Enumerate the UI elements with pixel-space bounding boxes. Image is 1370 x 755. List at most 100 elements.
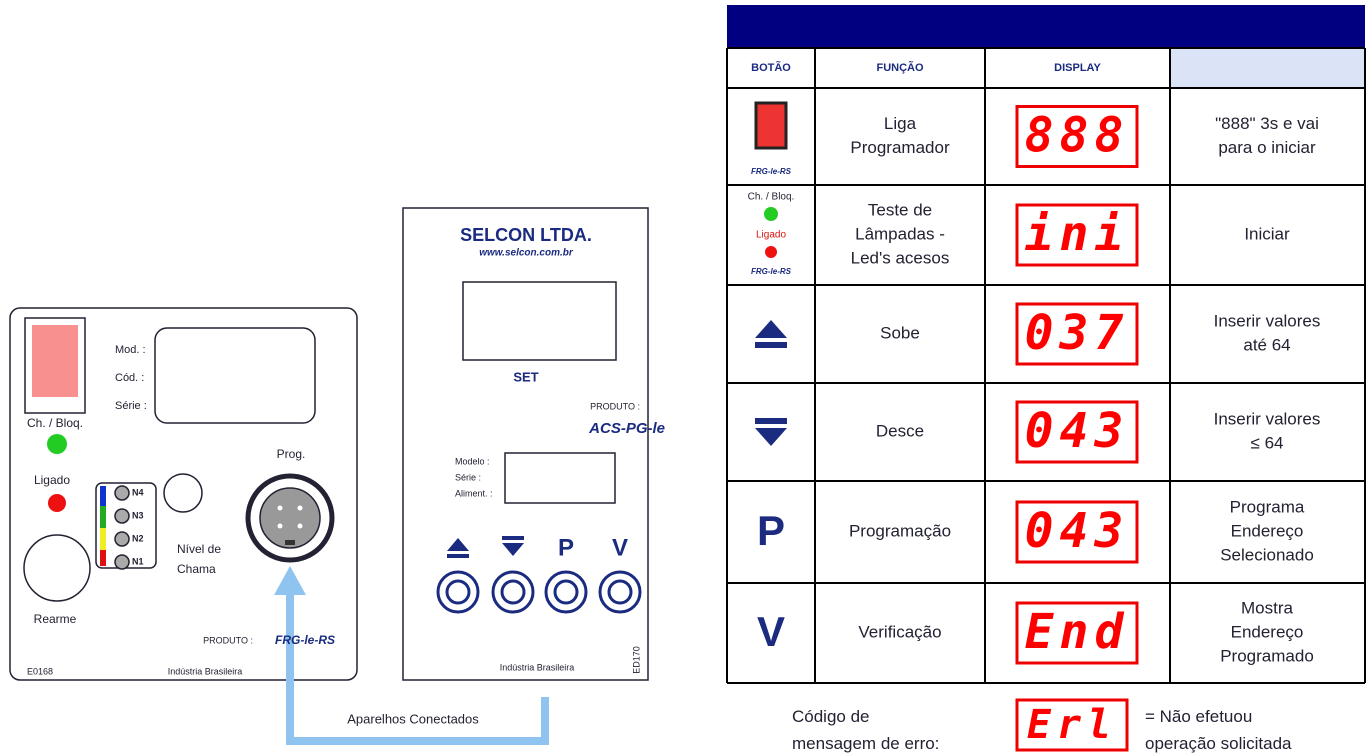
device-body: [402, 207, 649, 681]
switch-face: [32, 325, 78, 397]
label: N3: [132, 510, 144, 520]
label: Cód. :: [115, 372, 144, 384]
label: Indústria Brasileira: [168, 666, 243, 676]
label-box: [504, 452, 616, 504]
label: Ligado: [756, 230, 786, 241]
green-led: [764, 207, 778, 221]
label: P: [757, 507, 785, 554]
level-led: [114, 554, 130, 570]
label: ED170: [631, 646, 641, 674]
label: Ch. / Bloq.: [27, 416, 83, 430]
label: N2: [132, 533, 144, 543]
right-device-shapes: [402, 207, 649, 681]
label: P: [558, 534, 574, 561]
connection-arrow: [274, 566, 306, 595]
display-window: [462, 281, 617, 361]
label: Lâmpadas -: [855, 224, 945, 243]
display-value: End: [1025, 604, 1130, 660]
display: [1015, 302, 1139, 366]
label: até 64: [1243, 335, 1290, 354]
label: Ligado: [34, 473, 70, 487]
label: E0168: [27, 666, 53, 676]
connector-pins: [277, 505, 303, 545]
connection-line: [286, 592, 549, 745]
display-value: ini: [1025, 206, 1130, 262]
label: Liga: [884, 114, 917, 133]
label: N1: [132, 556, 144, 566]
label: Programação: [849, 521, 951, 540]
display: [1015, 203, 1139, 267]
label: Endereço: [1231, 622, 1304, 641]
down-icon: [755, 418, 787, 446]
left-device-shapes: [9, 307, 358, 681]
label: Aliment. :: [455, 488, 493, 498]
label: operação solicitada: [1145, 734, 1292, 753]
level-bar: [100, 486, 106, 506]
down-icon: [502, 536, 524, 556]
label: Nível de: [177, 542, 221, 556]
red-led: [48, 494, 66, 512]
label: SET: [513, 369, 538, 384]
label: Sobe: [880, 323, 920, 342]
device-body: [9, 307, 358, 681]
display-value: 037: [1025, 305, 1130, 361]
label: Endereço: [1231, 521, 1304, 540]
switch-icon: [754, 101, 788, 150]
label: FUNÇÃO: [876, 61, 923, 74]
label: Prog.: [277, 447, 306, 461]
label: DISPLAY: [1054, 62, 1101, 74]
table-banner: [727, 5, 1365, 48]
label: Teste de: [868, 200, 932, 219]
label: www.selcon.com.br: [479, 248, 574, 259]
reset-button: [23, 534, 91, 602]
flame-sensor: [163, 473, 203, 513]
up-icon: [447, 538, 469, 558]
label: Indústria Brasileira: [500, 662, 575, 672]
label: Mod. :: [115, 344, 146, 356]
label: BOTÃO: [751, 61, 791, 74]
green-led: [47, 434, 67, 454]
label: Inserir valores: [1214, 311, 1321, 330]
label: Mostra: [1241, 598, 1294, 617]
level-led: [114, 531, 130, 547]
label: SELCON LTDA.: [460, 225, 592, 245]
label: FRG-le-RS: [751, 167, 792, 176]
level-bar: [100, 506, 106, 528]
label: para o iniciar: [1218, 138, 1316, 157]
label: "888" 3s e vai: [1215, 114, 1319, 133]
label: Chama: [177, 562, 216, 576]
display-value: Erl: [1027, 702, 1117, 748]
label: Rearme: [34, 612, 77, 626]
label: Inserir valores: [1214, 409, 1321, 428]
switch: [24, 317, 86, 414]
display: [1015, 400, 1139, 464]
level-bar: [100, 528, 106, 550]
label: V: [612, 534, 628, 561]
label: Modelo :: [455, 456, 490, 466]
label: Programa: [1230, 497, 1305, 516]
display: [1015, 105, 1139, 168]
label: Código de: [792, 707, 870, 726]
label: ≤ 64: [1251, 433, 1284, 452]
label: Ch. / Bloq.: [748, 192, 795, 203]
label: Desce: [876, 421, 924, 440]
label: Série :: [455, 472, 481, 482]
level-bar: [100, 550, 106, 566]
label: Verificação: [858, 622, 941, 641]
label: PRODUTO :: [203, 635, 253, 645]
red-led: [765, 246, 777, 258]
label: Led's acesos: [851, 248, 950, 267]
label: = Não efetuou: [1145, 707, 1252, 726]
label: Programador: [850, 138, 950, 157]
display: [1015, 698, 1129, 752]
level-led: [114, 485, 130, 501]
connector-face: [259, 487, 321, 549]
label: Aparelhos Conectados: [347, 711, 479, 726]
level-led: [114, 508, 130, 524]
label: ACS-PG-le: [588, 420, 665, 437]
label: Iniciar: [1244, 224, 1290, 243]
label: V: [757, 608, 785, 655]
display: [1015, 500, 1139, 564]
display-value: 043: [1025, 503, 1130, 559]
